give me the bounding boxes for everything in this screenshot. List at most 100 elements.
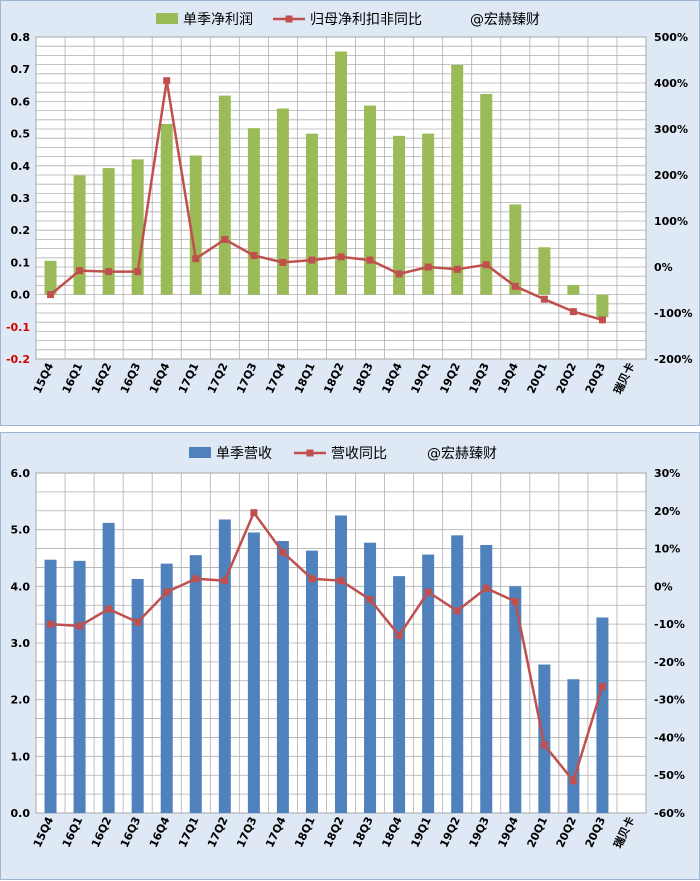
x-tick-label: 18Q3 [350, 361, 375, 396]
y2-tick-label: -60% [654, 807, 685, 820]
y2-tick-label: -10% [654, 618, 685, 631]
y2-tick-label: -100% [654, 307, 693, 320]
legend-bar-swatch [156, 13, 178, 24]
x-tick-label: 18Q2 [321, 361, 346, 396]
x-tick-label: 19Q3 [467, 361, 492, 396]
revenue-chart: 6.0 5.0 4.0 3.0 2.0 1.0 0.0 30% 20% 10% 0% -10% -20%… [11, 446, 685, 850]
x-tick-label: 瑞贝卡 [611, 814, 638, 850]
x-tick-label: 18Q4 [379, 360, 405, 395]
line-point-17Q2 [221, 235, 229, 243]
legend: 单季净利润 归母净利扣非同比 @宏赫臻财 [156, 11, 540, 28]
bar-19Q3 [480, 93, 493, 295]
bar-16Q4 [160, 563, 173, 813]
line-point-20Q3 [598, 682, 606, 690]
y2-tick-label: -50% [654, 769, 685, 782]
x-tick-label: 16Q1 [60, 815, 85, 850]
legend: 单季营收 营收同比 @宏赫臻财 [189, 446, 497, 462]
x-tick-label: 18Q4 [379, 814, 405, 849]
y2-tick-label: -200% [654, 353, 693, 366]
line-point-18Q4 [395, 631, 403, 639]
line-point-17Q3 [250, 252, 258, 259]
watermark-text: @宏赫臻财 [470, 12, 540, 28]
y-tick-label: 0.5 [11, 128, 31, 141]
line-point-19Q2 [453, 265, 461, 273]
y-tick-label: 0.4 [11, 160, 31, 173]
line-series [50, 510, 604, 784]
x-tick-label: 17Q3 [234, 361, 259, 396]
watermark-text: @宏赫臻财 [427, 446, 497, 462]
bar-20Q2 [567, 284, 580, 295]
x-tick-label: 17Q1 [176, 361, 201, 396]
y2-tick-label: 0% [654, 261, 673, 274]
x-tick-label: 19Q4 [496, 814, 522, 849]
x-tick-label: 17Q2 [205, 361, 230, 396]
line-point-17Q1 [192, 575, 200, 583]
x-tick-label: 19Q3 [467, 815, 492, 850]
x-tick-label: 17Q2 [205, 815, 230, 850]
line-point-16Q1 [76, 267, 84, 275]
legend-bar-label: 单季净利润 [183, 12, 253, 28]
y2-tick-label: 500% [654, 31, 688, 44]
bar-18Q4 [393, 135, 406, 295]
bar-17Q2 [218, 519, 231, 813]
line-point-16Q2 [105, 605, 113, 613]
x-tick-label: 17Q4 [263, 814, 289, 849]
line-point-16Q4 [163, 588, 171, 596]
line-point-20Q2 [569, 777, 577, 785]
y2-tick-label: -40% [654, 731, 685, 744]
bar-16Q1 [73, 175, 86, 295]
y-tick-label: 0.2 [11, 224, 31, 237]
y2-tick-label: 10% [654, 543, 680, 556]
x-tick-label: 17Q4 [263, 360, 289, 395]
x-tick-label: 18Q3 [350, 815, 375, 850]
net-profit-chart-panel: 0.8 0.7 0.6 0.5 0.4 0.3 0.2 0.1 0.0 -0.1 -0.2 500% 4… [0, 0, 700, 426]
y2-tick-label: 30% [654, 467, 680, 480]
bar-20Q1 [538, 247, 551, 295]
y2-tick-label: 400% [654, 77, 688, 90]
line-point-19Q2 [453, 607, 461, 615]
line-point-19Q3 [482, 261, 490, 269]
line-point-18Q1 [308, 575, 316, 583]
line-point-17Q4 [279, 548, 287, 556]
line-point-18Q2 [337, 577, 345, 585]
bar-17Q3 [247, 128, 260, 295]
line-point-15Q4 [47, 291, 55, 299]
y2-tick-label: 200% [654, 169, 688, 182]
line-point-17Q4 [279, 258, 287, 266]
y2-tick-label: 0% [654, 580, 673, 593]
x-tick-label: 19Q1 [408, 361, 433, 396]
bar-17Q1 [189, 155, 202, 295]
legend-bar-label: 单季营收 [216, 446, 272, 462]
line-point-20Q3 [598, 316, 606, 324]
legend-line-label: 营收同比 [331, 446, 387, 462]
bar-17Q3 [247, 532, 260, 813]
bar-19Q3 [480, 544, 493, 813]
bar-17Q4 [276, 108, 289, 295]
y-tick-label: -0.2 [6, 353, 30, 366]
line-point-17Q3 [250, 509, 258, 517]
line-point-20Q1 [540, 741, 548, 749]
bar-16Q2 [102, 168, 115, 295]
revenue-chart-panel: 6.0 5.0 4.0 3.0 2.0 1.0 0.0 30% 20% 10% 0% -10% -20%… [0, 432, 700, 880]
bar-18Q2 [335, 515, 347, 813]
line-point-18Q1 [308, 256, 316, 264]
bar-16Q4 [160, 123, 173, 295]
bar-19Q4 [509, 586, 522, 813]
line-point-20Q2 [569, 308, 577, 316]
x-tick-label: 20Q1 [525, 361, 550, 396]
y-tick-label: 2.0 [11, 694, 31, 707]
net-profit-chart: 0.8 0.7 0.6 0.5 0.4 0.3 0.2 0.1 0.0 -0.1 -0.2 500% 4… [6, 11, 693, 396]
line-point-16Q3 [134, 618, 142, 626]
bar-18Q1 [305, 133, 318, 295]
bar-16Q3 [131, 159, 144, 295]
x-tick-label: 16Q4 [147, 360, 173, 395]
y-tick-label: 5.0 [11, 524, 31, 537]
bar-20Q3 [596, 617, 609, 813]
bar-20Q3 [596, 294, 609, 318]
y-tick-label: 0.3 [11, 192, 31, 205]
y-tick-label: 6.0 [11, 467, 31, 480]
y-tick-label: 0.0 [11, 289, 31, 302]
bar-19Q1 [422, 133, 435, 295]
bar-17Q1 [189, 555, 202, 813]
y2-tick-label: 20% [654, 505, 680, 518]
